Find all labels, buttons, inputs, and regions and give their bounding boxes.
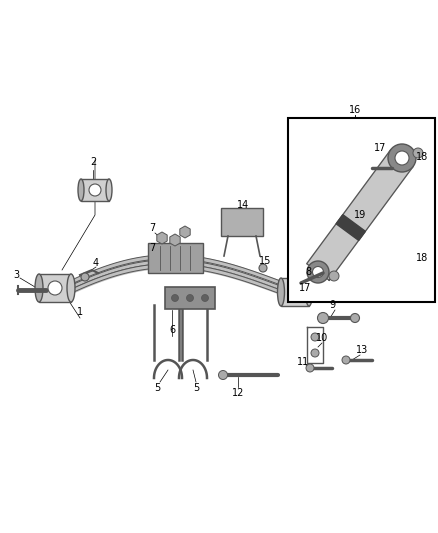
Text: 12: 12 <box>232 388 244 398</box>
Circle shape <box>350 313 360 322</box>
Text: 14: 14 <box>237 200 249 210</box>
Circle shape <box>318 312 328 324</box>
Text: 5: 5 <box>154 383 160 393</box>
Circle shape <box>219 370 227 379</box>
Bar <box>165 287 215 309</box>
Circle shape <box>289 286 301 298</box>
Circle shape <box>311 349 319 357</box>
Ellipse shape <box>35 274 43 302</box>
Bar <box>288 118 435 302</box>
Circle shape <box>311 333 319 341</box>
Text: 5: 5 <box>193 383 199 393</box>
Circle shape <box>312 266 324 278</box>
Text: 11: 11 <box>297 357 309 367</box>
Text: 16: 16 <box>349 105 361 115</box>
Ellipse shape <box>106 179 112 201</box>
Text: 8: 8 <box>305 267 311 277</box>
Text: 9: 9 <box>329 300 335 310</box>
Circle shape <box>81 273 89 281</box>
Ellipse shape <box>78 179 84 201</box>
Ellipse shape <box>67 274 75 302</box>
Bar <box>39 274 71 302</box>
Text: 17: 17 <box>374 143 386 153</box>
Ellipse shape <box>305 278 312 306</box>
Circle shape <box>307 261 329 283</box>
Circle shape <box>395 151 409 165</box>
Text: 17: 17 <box>299 283 311 293</box>
Polygon shape <box>307 150 413 280</box>
Ellipse shape <box>278 278 285 306</box>
Circle shape <box>329 271 339 281</box>
Text: 7: 7 <box>149 223 155 233</box>
Circle shape <box>89 184 101 196</box>
Circle shape <box>388 144 416 172</box>
Bar <box>221 208 263 236</box>
Text: 1: 1 <box>77 307 83 317</box>
Circle shape <box>342 356 350 364</box>
Text: 19: 19 <box>354 210 366 220</box>
Bar <box>81 179 109 201</box>
Bar <box>148 243 203 273</box>
Circle shape <box>259 264 267 272</box>
Circle shape <box>413 148 423 158</box>
Text: 3: 3 <box>13 270 19 280</box>
Polygon shape <box>336 215 365 240</box>
Text: 13: 13 <box>356 345 368 355</box>
Text: 4: 4 <box>93 258 99 268</box>
Text: 15: 15 <box>259 256 271 266</box>
Text: 2: 2 <box>90 157 96 167</box>
Text: 18: 18 <box>416 152 428 162</box>
Circle shape <box>306 364 314 372</box>
Bar <box>281 278 309 306</box>
Circle shape <box>187 295 194 302</box>
Text: 7: 7 <box>149 243 155 253</box>
Text: 18: 18 <box>416 253 428 263</box>
Circle shape <box>48 281 62 295</box>
Circle shape <box>172 295 179 302</box>
Text: 6: 6 <box>169 325 175 335</box>
Circle shape <box>201 295 208 302</box>
Text: 10: 10 <box>316 333 328 343</box>
